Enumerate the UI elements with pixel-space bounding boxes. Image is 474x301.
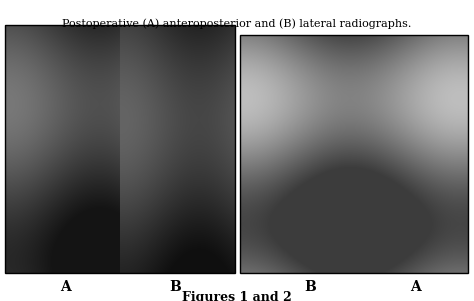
Text: A: A [410, 280, 420, 294]
Text: Figures 1 and 2: Figures 1 and 2 [182, 291, 292, 301]
Bar [240, 35, 468, 273]
Text: Postoperative (A) anteroposterior and (B) lateral radiographs.: Postoperative (A) anteroposterior and (B… [62, 18, 412, 29]
Text: B: B [169, 280, 181, 294]
Bar [5, 25, 235, 273]
Text: A: A [60, 280, 70, 294]
Text: B: B [304, 280, 316, 294]
